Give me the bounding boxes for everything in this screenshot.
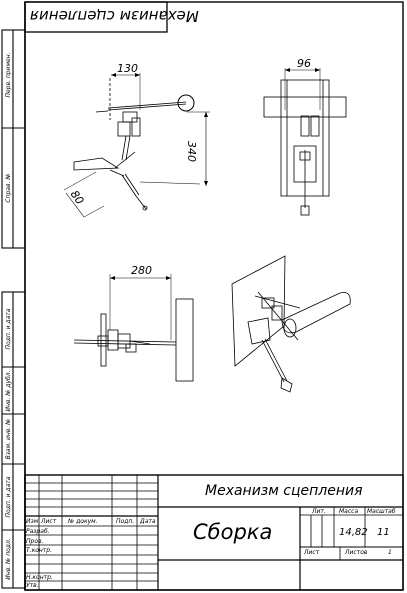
dimension-340: 340 <box>185 141 198 162</box>
title-block-name: Сборка <box>193 520 273 544</box>
outer-frame <box>24 1 404 591</box>
massa-value: 14,82 <box>339 527 368 538</box>
dimension-280: 280 <box>131 264 152 277</box>
top-view <box>73 274 194 382</box>
margin-label-podp-data-1: Подп. и дата <box>5 308 12 350</box>
side-view <box>263 68 347 216</box>
col-header-izm: Изм <box>26 518 39 525</box>
margin-label-perv-primen: Перв. примен. <box>5 52 12 98</box>
title-block-designation: Механизм сцепления <box>205 483 363 499</box>
massa-label: Масса <box>339 508 359 515</box>
margin-label-sprav-no: Справ. № <box>5 173 12 203</box>
col-header-podp: Подп. <box>116 518 135 525</box>
role-n-kontr: Н.контр. <box>26 574 53 581</box>
margin-label-vzam-inv: Взам. инв. № <box>5 418 12 460</box>
listov-label: Листов <box>345 549 368 556</box>
stamp-box <box>24 1 168 33</box>
drawing-stamp-title: Механизм сцепления <box>30 7 199 25</box>
dimension-130: 130 <box>117 62 138 75</box>
margin-label-podp-data-2: Подп. и дата <box>5 476 12 518</box>
list-label: Лист <box>304 549 320 556</box>
col-header-doc-no: № докум. <box>68 518 98 525</box>
col-header-list: Лист <box>41 518 57 525</box>
role-prov: Пров. <box>26 538 44 545</box>
masshtab-label: Масштаб <box>367 508 396 515</box>
front-view <box>63 73 210 218</box>
isometric-view <box>231 255 351 393</box>
masshtab-value: 11 <box>377 527 390 538</box>
col-header-data: Дата <box>140 518 156 525</box>
role-razrab: Разраб. <box>26 528 50 535</box>
role-t-kontr: Т.контр. <box>26 547 53 554</box>
margin-label-inv-podl: Инв. № подл. <box>5 538 12 580</box>
title-block-grid <box>24 474 404 591</box>
role-utv: Утв. <box>26 582 39 589</box>
listov-value: 1 <box>388 549 392 556</box>
margin-label-inv-dubl: Инв. № дубл. <box>5 370 12 412</box>
lit-label: Лит. <box>312 508 326 515</box>
dimension-96: 96 <box>297 57 311 70</box>
left-margin-strip <box>1 29 26 589</box>
